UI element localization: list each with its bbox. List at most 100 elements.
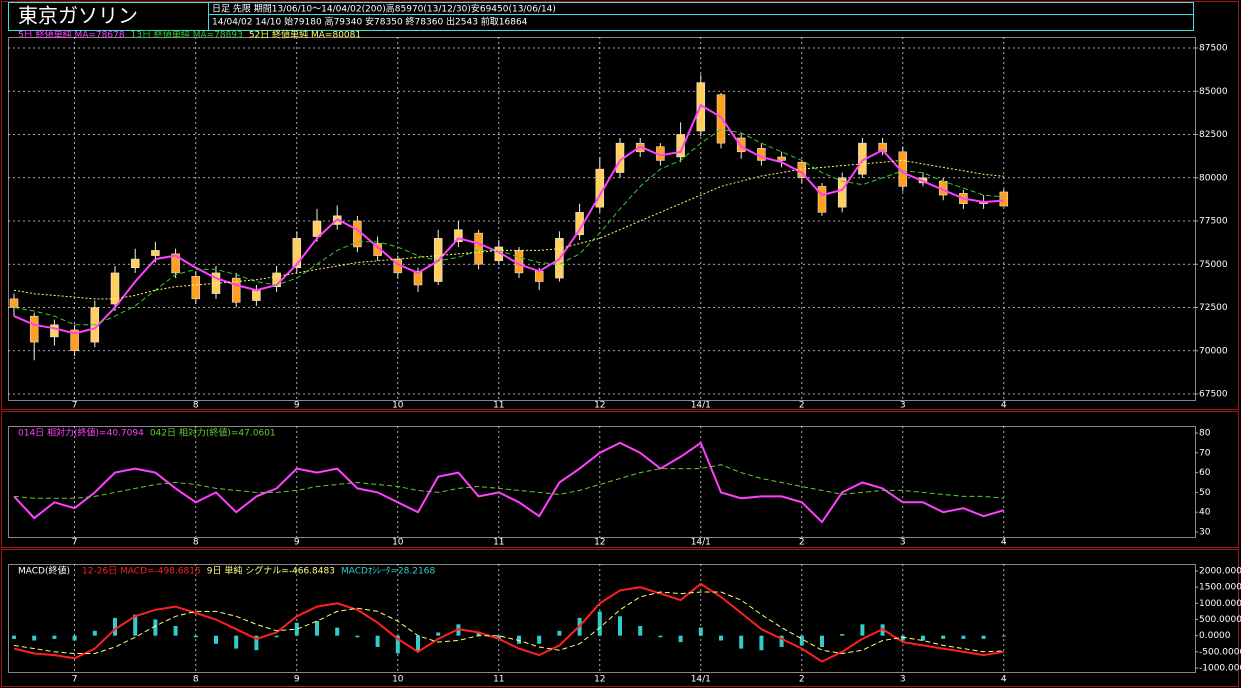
candle-body (312, 220, 322, 237)
x-tick-label: 8 (193, 538, 199, 548)
candle-body (292, 238, 302, 268)
histogram-bar (638, 625, 643, 636)
plot-frame (8, 564, 1196, 673)
candle-body (454, 229, 463, 243)
histogram-bar (739, 635, 744, 649)
histogram-bar (537, 635, 542, 644)
x-tick-label: 10 (392, 401, 404, 411)
x-tick-label: 11 (493, 675, 504, 685)
histogram-bar (476, 632, 481, 636)
histogram-bar (173, 625, 178, 636)
histogram-bar (557, 630, 562, 636)
candle-body (110, 272, 120, 305)
y-tick-label: 1500.0000 (1199, 583, 1241, 593)
main-frame (1, 1, 1239, 410)
candle-body (130, 258, 140, 268)
plot-frame (8, 37, 1196, 401)
histogram-bar (335, 627, 340, 636)
histogram-bar (214, 635, 218, 644)
histogram-bar (193, 635, 198, 638)
histogram-bar (900, 635, 905, 641)
histogram-bar (1001, 635, 1006, 637)
x-tick-label: 11 (493, 538, 504, 548)
y-tick-label: 0.0000 (1199, 631, 1231, 641)
x-tick-label: 3 (900, 538, 906, 548)
legend-entry: 014日 相対力(終値)=40.7094 (18, 427, 144, 439)
histogram-bar (436, 632, 441, 636)
histogram-bar (981, 635, 986, 639)
y-tick-label: 40 (1199, 508, 1211, 518)
histogram-bar (496, 635, 501, 639)
x-tick-label: 9 (294, 538, 300, 548)
x-tick-label: 12 (594, 675, 605, 685)
x-tick-label: 14/1 (691, 538, 711, 548)
histogram-bar (113, 617, 117, 636)
x-tick-label: 14/1 (691, 675, 711, 685)
histogram-bar (315, 621, 319, 636)
candle-body (171, 253, 180, 274)
histogram-bar (860, 624, 865, 636)
candle-body (676, 134, 685, 158)
series-line (13, 128, 1004, 326)
candle-body (50, 324, 59, 338)
histogram-bar (375, 635, 380, 647)
candle-body (474, 232, 483, 265)
legend-entry: 9日 単純 シグナル=-466.8483 (207, 565, 335, 577)
y-tick-label: 500.0000 (1199, 615, 1241, 625)
histogram-bar (820, 635, 824, 647)
histogram-bar (92, 630, 97, 636)
candle-body (999, 191, 1009, 207)
macd-frame (1, 549, 1239, 687)
y-tick-label: 77500 (1199, 217, 1228, 227)
x-tick-label: 4 (1001, 401, 1007, 411)
legend-entry: 5日 終値単純 MA=78678 (18, 29, 125, 41)
header-info: 日足 先限 期間13/06/10～14/04/02(200)高85970(13/… (212, 3, 556, 15)
x-tick-label: 9 (294, 675, 300, 685)
header-frame (8, 2, 1194, 31)
histogram-bar (618, 616, 622, 636)
x-tick-label: 7 (72, 675, 78, 685)
x-tick-label: 14/1 (691, 401, 711, 411)
histogram-bar (840, 634, 845, 636)
legend-entry: 042日 相対力(終値)=47.0601 (150, 427, 276, 439)
series-line (13, 591, 1004, 655)
histogram-bar (355, 635, 360, 638)
histogram-bar (517, 635, 521, 644)
candle-body (252, 289, 261, 301)
legend-entry: 52日 終値単純 MA=80081 (249, 29, 361, 41)
legend-title: MACD(終値) (18, 565, 70, 577)
x-tick-label: 9 (294, 401, 300, 411)
candle-body (70, 329, 79, 351)
histogram-bar (416, 635, 420, 652)
x-tick-label: 8 (193, 401, 199, 411)
y-tick-label: 70 (1199, 448, 1211, 458)
y-tick-label: 1000.0000 (1199, 599, 1241, 609)
y-tick-label: 67500 (1199, 390, 1228, 400)
x-tick-label: 10 (392, 675, 404, 685)
histogram-bar (719, 635, 723, 641)
histogram-bar (759, 635, 764, 651)
histogram-bar (234, 635, 239, 649)
y-tick-label: 70000 (1199, 346, 1228, 356)
x-tick-label: 2 (799, 538, 805, 548)
candle-body (817, 186, 827, 213)
candle-body (837, 177, 847, 208)
y-tick-label: 60 (1199, 468, 1211, 478)
histogram-bar (395, 635, 400, 654)
x-tick-label: 2 (799, 401, 805, 411)
histogram-bar (698, 627, 703, 636)
x-tick-label: 3 (900, 401, 906, 411)
histogram-bar (153, 619, 158, 636)
rsi-frame (1, 411, 1239, 548)
histogram-bar (254, 635, 259, 651)
candle-body (151, 250, 160, 256)
plot-frame (8, 426, 1196, 538)
x-tick-label: 3 (900, 675, 906, 685)
histogram-bar (961, 635, 966, 639)
y-tick-label: 2000.0000 (1199, 567, 1241, 577)
histogram-bar (294, 622, 299, 636)
histogram-bar (52, 635, 57, 639)
histogram-bar (597, 611, 602, 636)
